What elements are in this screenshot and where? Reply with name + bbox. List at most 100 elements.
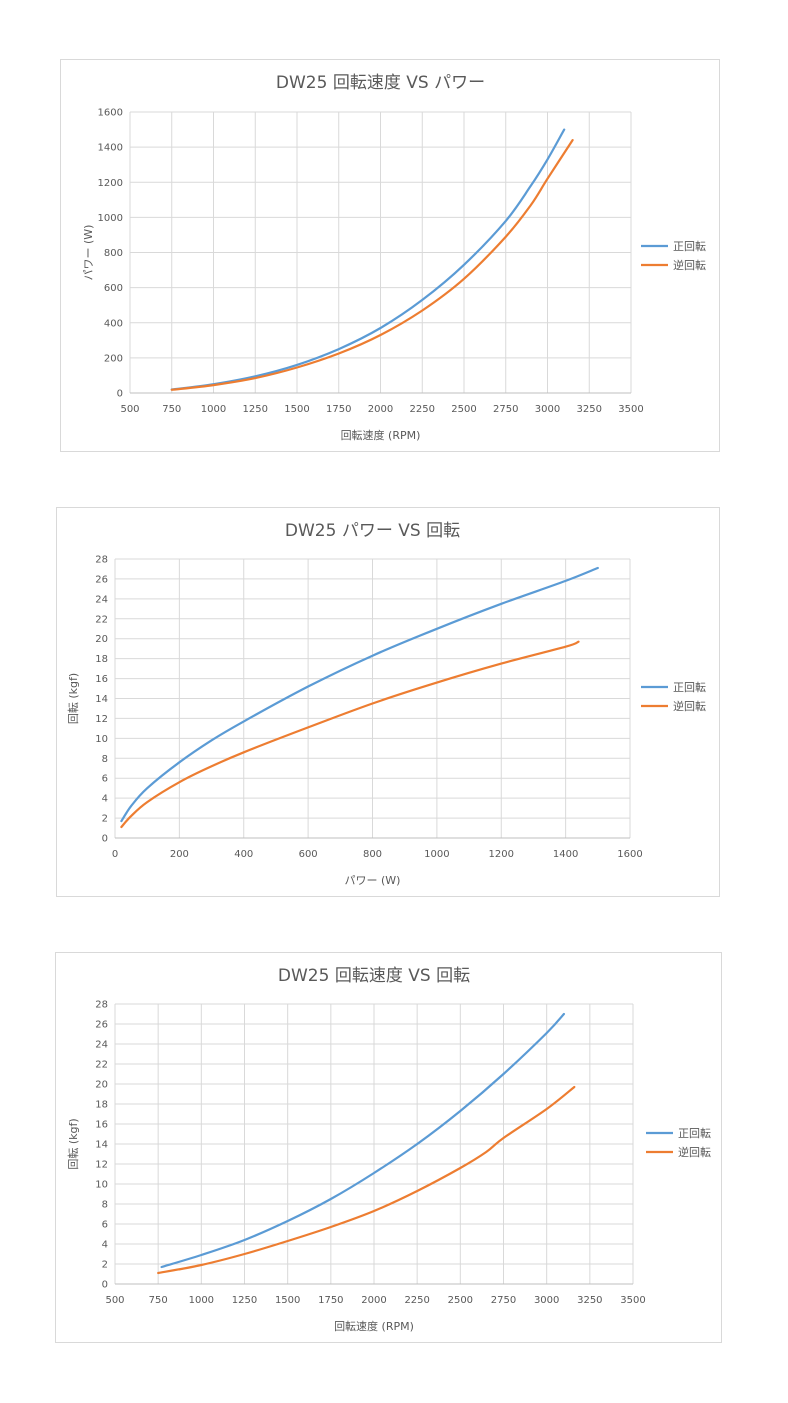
x-tick-label: 2250	[404, 1295, 429, 1306]
chart-title: DW25 回転速度 VS 回転	[278, 966, 470, 986]
legend-label: 逆回転	[673, 699, 706, 713]
x-tick-label: 400	[234, 849, 253, 860]
x-tick-label: 1600	[617, 849, 642, 860]
y-tick-label: 22	[95, 614, 108, 625]
x-axis-title: パワー (W)	[345, 874, 401, 887]
x-tick-label: 2750	[493, 404, 518, 415]
y-tick-label: 8	[102, 1200, 108, 1211]
chart-svg: 0 200 400 600 800 1000 1200 1400 1600 500 750 1000 1…	[82, 73, 706, 442]
y-tick-label: 16	[95, 1120, 108, 1131]
y-tick-label: 1600	[98, 108, 123, 119]
chart-panel-rpm-vs-power: 0 200 400 600 800 1000 1200 1400 1600 500 750 1000 1…	[60, 59, 720, 452]
y-tick-label: 20	[95, 634, 108, 645]
y-tick-label: 26	[95, 574, 108, 585]
y-tick-label: 800	[104, 248, 123, 259]
y-tick-label: 10	[95, 734, 108, 745]
y-tick-label: 12	[95, 1160, 108, 1171]
x-tick-label: 1400	[553, 849, 578, 860]
y-tick-label: 28	[95, 555, 108, 566]
x-axis-title: 回転速度 (RPM)	[341, 428, 421, 442]
legend-label: 正回転	[673, 681, 706, 694]
x-tick-label: 1750	[318, 1295, 343, 1306]
y-tick-label: 6	[102, 774, 108, 785]
y-tick-label: 6	[102, 1220, 108, 1231]
x-axis-title: 回転速度 (RPM)	[334, 1319, 414, 1333]
x-tick-label: 1000	[201, 404, 226, 415]
x-tick-label: 0	[112, 849, 118, 860]
y-tick-label: 10	[95, 1180, 108, 1191]
y-tick-label: 4	[102, 794, 108, 805]
y-tick-label: 0	[102, 1280, 108, 1291]
y-tick-label: 2	[102, 814, 108, 825]
x-tick-label: 3000	[535, 404, 560, 415]
x-tick-label: 3500	[620, 1295, 645, 1306]
x-tick-label: 3000	[534, 1295, 559, 1306]
x-tick-label: 3250	[577, 404, 602, 415]
y-axis-title: 回転 (kgf)	[67, 673, 80, 724]
chart-panel-rpm-vs-torque: 0 2 4 6 8 10 12 14 16 18 20 22 24 26 28 500 750 1000 1250 1…	[55, 952, 722, 1343]
y-tick-label: 14	[95, 1140, 108, 1151]
x-tick-label: 1250	[232, 1295, 257, 1306]
x-tick-label: 1250	[243, 404, 268, 415]
y-axis-title: 回転 (kgf)	[67, 1118, 80, 1169]
y-tick-label: 14	[95, 694, 108, 705]
x-tick-label: 2750	[491, 1295, 516, 1306]
y-tick-label: 0	[102, 834, 108, 845]
y-tick-label: 22	[95, 1060, 108, 1071]
chart-title: DW25 パワー VS 回転	[285, 521, 460, 541]
y-tick-label: 600	[104, 283, 123, 294]
y-axis-title: パワー (W)	[82, 225, 95, 281]
chart-panel-power-vs-torque: 0 2 4 6 8 10 12 14 16 18 20 22 24 26 28 0 200 400 600 800 10…	[56, 507, 720, 897]
x-tick-label: 800	[363, 849, 382, 860]
x-tick-label: 750	[162, 404, 181, 415]
x-tick-label: 1500	[284, 404, 309, 415]
y-tick-label: 18	[95, 1100, 108, 1111]
series-line-2	[120, 640, 580, 829]
x-tick-label: 500	[105, 1295, 124, 1306]
x-tick-label: 1000	[424, 849, 449, 860]
x-tick-label: 1500	[275, 1295, 300, 1306]
y-tick-label: 18	[95, 654, 108, 665]
series-line-1	[120, 566, 599, 823]
x-tick-label: 2000	[361, 1295, 386, 1306]
series-line-2	[157, 1085, 576, 1275]
legend-label: 正回転	[673, 240, 706, 253]
y-tick-label: 28	[95, 1000, 108, 1011]
y-tick-label: 400	[104, 318, 123, 329]
y-tick-label: 4	[102, 1240, 108, 1251]
y-tick-label: 24	[95, 1040, 108, 1051]
y-tick-label: 0	[117, 389, 123, 400]
y-tick-label: 1200	[98, 178, 123, 189]
x-tick-label: 2000	[368, 404, 393, 415]
x-tick-label: 2500	[451, 404, 476, 415]
x-tick-label: 2250	[410, 404, 435, 415]
x-tick-label: 3500	[618, 404, 643, 415]
series-line-1	[170, 128, 566, 391]
x-tick-label: 1750	[326, 404, 351, 415]
y-tick-label: 20	[95, 1080, 108, 1091]
x-tick-label: 1200	[489, 849, 514, 860]
series-line-1	[160, 1012, 565, 1269]
y-tick-label: 200	[104, 353, 123, 364]
x-tick-label: 1000	[189, 1295, 214, 1306]
y-tick-label: 16	[95, 674, 108, 685]
y-tick-label: 1400	[98, 143, 123, 154]
legend-label: 逆回転	[673, 258, 706, 272]
chart-title: DW25 回転速度 VS パワー	[276, 73, 485, 93]
y-tick-label: 2	[102, 1260, 108, 1271]
y-tick-label: 26	[95, 1020, 108, 1031]
x-tick-label: 3250	[577, 1295, 602, 1306]
x-tick-label: 600	[299, 849, 318, 860]
y-tick-label: 12	[95, 714, 108, 725]
x-tick-label: 2500	[448, 1295, 473, 1306]
legend-label: 正回転	[678, 1127, 711, 1140]
legend-label: 逆回転	[678, 1145, 711, 1159]
x-tick-label: 750	[149, 1295, 168, 1306]
x-tick-label: 500	[120, 404, 139, 415]
x-tick-label: 200	[170, 849, 189, 860]
y-tick-label: 8	[102, 754, 108, 765]
series-line-2	[170, 139, 574, 391]
y-tick-label: 24	[95, 594, 108, 605]
